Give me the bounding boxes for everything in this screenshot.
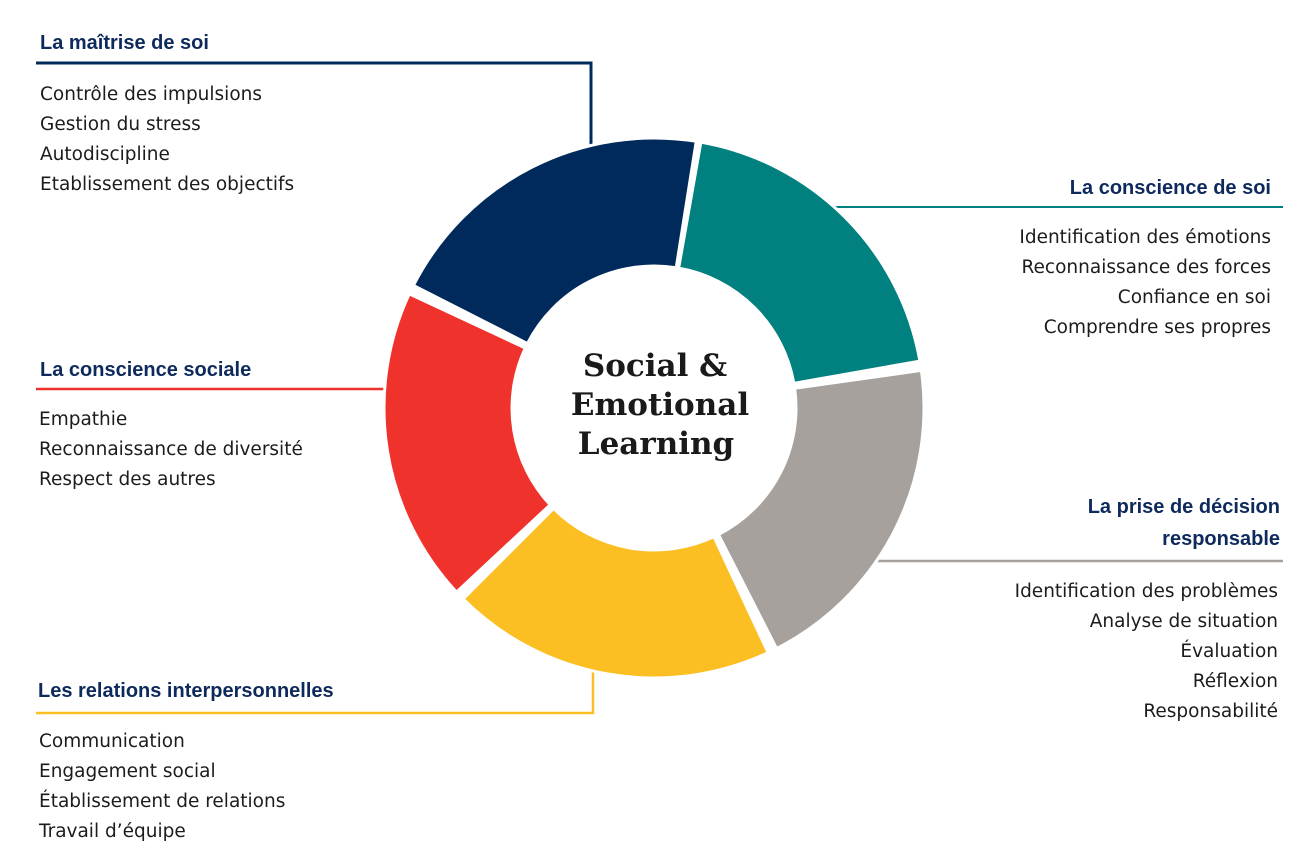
heading-self-management: La maîtrise de soi [40, 32, 209, 54]
center-title-line-1: Social & [583, 348, 727, 384]
list-item: Contrôle des impulsions [40, 84, 263, 105]
list-social-awareness: Empathie Reconnaissance de diversité Res… [39, 405, 303, 495]
list-relationship-skills: Communication Engagement social Établiss… [39, 727, 285, 847]
list-item: Réflexion [1192, 671, 1278, 692]
list-item: Analyse de situation [1089, 611, 1278, 632]
list-self-management: Contrôle des impulsions Gestion du stres… [40, 80, 294, 200]
connector-line-self-management [36, 61, 593, 150]
heading-self-awareness: La conscience de soi [1069, 177, 1271, 199]
list-item: Engagement social [39, 761, 216, 782]
heading-decision-making: La prise de décision responsable [1088, 491, 1280, 555]
list-item: Empathie [39, 409, 128, 430]
ring-segments [382, 136, 926, 680]
ring-segment-social-awareness [382, 291, 553, 595]
ring-segment-self-management [411, 136, 698, 346]
list-decision-making: Identification des problèmes Analyse de … [1015, 577, 1278, 727]
list-item: Travail d’équipe [39, 821, 186, 842]
heading-decision-making-line-1: La prise de décision [1087, 496, 1280, 518]
list-item: Établissement de relations [39, 791, 286, 812]
list-item: Autodiscipline [40, 144, 170, 165]
list-item: Reconnaissance des forces [1021, 257, 1271, 278]
center-title-line-3: Learning [578, 426, 734, 462]
list-item: Etablissement des objectifs [40, 174, 295, 195]
ring-segment-self-awareness [676, 140, 922, 386]
list-item: Communication [39, 731, 185, 752]
list-item: Reconnaissance de diversité [39, 439, 303, 460]
heading-social-awareness: La conscience sociale [40, 359, 252, 381]
list-item: Gestion du stress [40, 114, 201, 135]
list-self-awareness: Identification des émotions Reconnaissan… [1019, 223, 1271, 343]
ring-segment-relationship-skills [460, 506, 771, 680]
connector-line-relationship-skills [36, 660, 595, 715]
list-item: Comprendre ses propres [1043, 317, 1271, 338]
list-item: Identification des problèmes [1014, 581, 1278, 602]
heading-relationship-skills: Les relations interpersonnelles [38, 680, 334, 702]
list-item: Respect des autres [39, 469, 216, 490]
center-title-line-2: Emotional [571, 387, 749, 423]
heading-decision-making-line-2: responsable [1162, 528, 1280, 550]
list-item: Confiance en soi [1117, 287, 1271, 308]
list-item: Responsabilité [1143, 701, 1278, 722]
list-item: Identification des émotions [1019, 227, 1271, 248]
list-item: Évaluation [1180, 641, 1278, 662]
ring-segment-decision-making [716, 368, 926, 651]
